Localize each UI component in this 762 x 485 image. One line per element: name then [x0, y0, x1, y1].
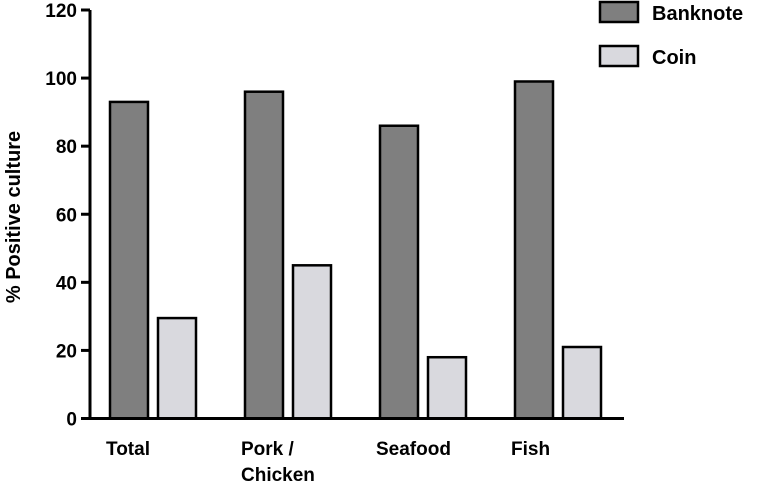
y-tick-label: 20 — [56, 341, 77, 362]
y-tick-label: 120 — [45, 1, 77, 22]
x-tick-label: Pork / Chicken — [241, 439, 315, 485]
bar-coin — [156, 316, 198, 420]
y-tick-label: 80 — [56, 137, 77, 158]
bar-banknote — [513, 80, 555, 420]
bar-coin — [561, 345, 603, 420]
legend: Banknote Coin — [598, 0, 743, 69]
bar-coin — [291, 264, 333, 420]
y-tick-label: 100 — [45, 69, 77, 90]
bar-coin — [426, 355, 468, 420]
y-tick-label: 40 — [56, 273, 77, 294]
bar-banknote — [243, 90, 285, 420]
legend-label-coin: Coin — [652, 47, 696, 69]
bar-banknote — [108, 100, 150, 420]
y-axis: 0 20 40 60 80 100 120 — [45, 1, 92, 431]
x-tick-label: Total — [106, 439, 150, 460]
x-tick-label: Fish — [511, 439, 550, 460]
x-axis: Total Pork / Chicken Seafood Fish — [88, 417, 624, 485]
bar-banknote — [378, 124, 420, 420]
legend-label-banknote: Banknote — [652, 3, 743, 25]
bars — [108, 80, 603, 420]
legend-swatch-banknote — [598, 0, 640, 24]
y-axis-title: % Positive culture — [3, 131, 25, 303]
x-tick-label: Seafood — [376, 439, 451, 460]
y-tick-label: 60 — [56, 205, 77, 226]
legend-swatch-coin — [598, 44, 640, 68]
y-tick-label: 0 — [66, 410, 77, 431]
